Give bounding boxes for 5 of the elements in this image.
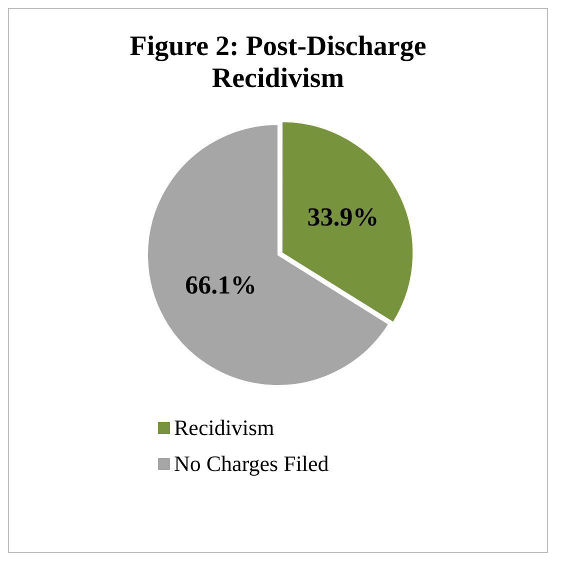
legend-label: Recidivism xyxy=(174,415,274,441)
data-label: 66.1% xyxy=(185,270,257,300)
data-label: 33.9% xyxy=(307,202,379,232)
legend-label: No Charges Filed xyxy=(174,451,329,477)
chart-title: Figure 2: Post-Discharge Recidivism xyxy=(128,31,428,95)
